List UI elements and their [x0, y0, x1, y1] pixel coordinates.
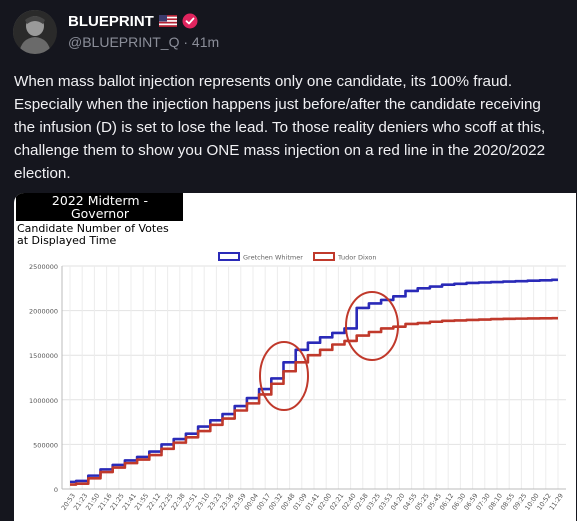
legend-swatch	[313, 252, 335, 261]
chart-image: 2022 Midterm - Governor Candidate Number…	[16, 193, 566, 512]
author-name-row: BLUEPRINT	[68, 11, 198, 31]
avatar[interactable]	[13, 10, 57, 54]
caption-line1: 2022 Midterm -	[52, 193, 148, 208]
y-tick-label: 2500000	[29, 263, 58, 271]
chart-subtitle-line2: at Displayed Time	[17, 234, 116, 247]
series-line-whitmer	[70, 278, 558, 484]
y-tick-label: 500000	[33, 441, 58, 449]
legend-label: Gretchen Whitmer	[243, 254, 303, 262]
caption-box	[16, 193, 183, 221]
y-tick-label: 1500000	[29, 352, 58, 360]
annotation-circle-2	[345, 291, 399, 361]
post-text: When mass ballot injection represents on…	[14, 73, 546, 182]
y-tick-label: 2000000	[29, 308, 58, 316]
author-display-name[interactable]: BLUEPRINT	[68, 12, 154, 30]
verified-badge-icon	[182, 13, 198, 29]
avatar-image	[13, 10, 57, 54]
y-tick-label: 1000000	[29, 397, 58, 405]
annotation-circle-1	[259, 341, 309, 411]
author-handle-row: @BLUEPRINT_Q · 41m	[68, 34, 219, 50]
y-tick-label: 0	[54, 486, 58, 494]
separator-dot: ·	[183, 34, 192, 50]
author-handle[interactable]: @BLUEPRINT_Q	[68, 34, 180, 50]
us-flag-icon	[158, 15, 177, 27]
series-line-dixon	[70, 316, 558, 486]
caption-line2: Governor	[71, 206, 130, 221]
legend-label: Tudor Dixon	[337, 254, 377, 262]
legend-swatch	[218, 252, 240, 261]
post-media[interactable]: 2022 Midterm - Governor Candidate Number…	[14, 193, 576, 521]
post-timestamp[interactable]: 41m	[191, 34, 220, 50]
chart-subtitle-line1: Candidate Number of Votes	[17, 222, 169, 235]
